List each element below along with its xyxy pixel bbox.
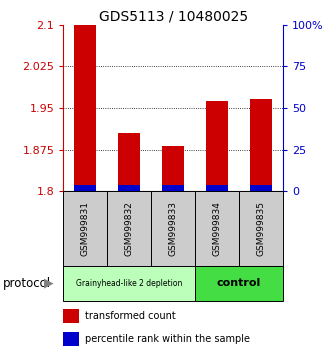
Bar [250, 99, 272, 191]
Bar [206, 101, 228, 191]
Bar [250, 184, 272, 191]
Bar [162, 184, 184, 191]
Bar [74, 25, 96, 191]
Bar [118, 133, 140, 191]
Bar [118, 184, 140, 191]
Text: percentile rank within the sample: percentile rank within the sample [85, 334, 250, 344]
Text: ▶: ▶ [44, 277, 53, 290]
Text: Grainyhead-like 2 depletion: Grainyhead-like 2 depletion [76, 279, 182, 288]
Text: GSM999834: GSM999834 [212, 201, 222, 256]
Bar [195, 191, 239, 266]
Bar [63, 191, 107, 266]
Text: control: control [217, 278, 261, 288]
Bar [195, 266, 283, 301]
Title: GDS5113 / 10480025: GDS5113 / 10480025 [99, 10, 248, 24]
Bar [63, 309, 79, 323]
Text: GSM999831: GSM999831 [81, 201, 90, 256]
Text: transformed count: transformed count [85, 311, 176, 321]
Bar [239, 191, 283, 266]
Bar [63, 332, 79, 346]
Text: protocol: protocol [3, 277, 52, 290]
Bar [206, 184, 228, 191]
Text: GSM999832: GSM999832 [125, 201, 134, 256]
Bar [162, 146, 184, 191]
Text: GSM999833: GSM999833 [168, 201, 178, 256]
Bar [151, 191, 195, 266]
Bar [74, 184, 96, 191]
Bar [107, 191, 151, 266]
Text: GSM999835: GSM999835 [256, 201, 266, 256]
Bar [63, 266, 195, 301]
